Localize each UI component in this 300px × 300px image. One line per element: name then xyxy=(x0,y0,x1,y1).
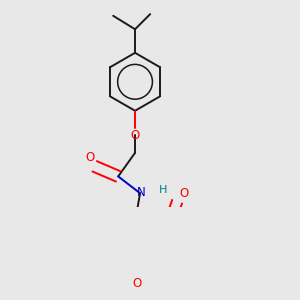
Text: O: O xyxy=(132,277,142,290)
Text: N: N xyxy=(136,186,146,199)
Text: H: H xyxy=(159,185,167,195)
Text: O: O xyxy=(130,130,140,142)
Text: O: O xyxy=(85,152,94,164)
Text: O: O xyxy=(179,187,188,200)
